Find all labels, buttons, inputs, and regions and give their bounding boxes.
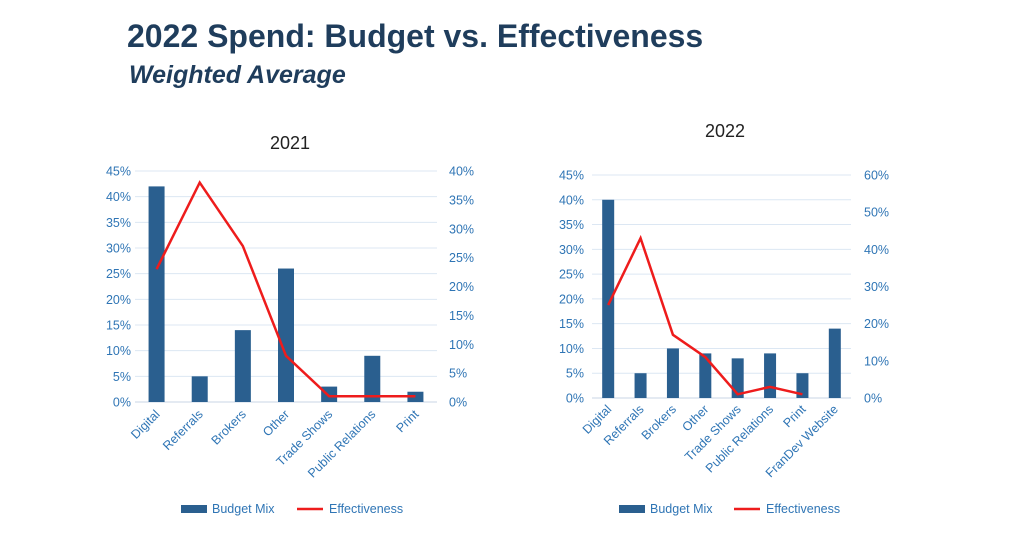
chart-2-bar-2 [634, 373, 647, 398]
chart-1-bar-2 [191, 376, 208, 402]
chart-2-bar-5 [731, 358, 744, 398]
chart-2-right-tick-label: 40% [864, 243, 889, 257]
chart-1-bar-5 [321, 386, 338, 402]
chart-1-right-tick-label: 5% [449, 367, 467, 381]
chart-1-right-tick-label: 35% [449, 193, 474, 207]
chart-1-right-tick-label: 25% [449, 251, 474, 265]
chart-1-category-label: Print [393, 407, 421, 435]
chart-1-legend-bar-swatch [181, 505, 207, 513]
chart-2-bar-3 [666, 348, 679, 398]
chart-1-category-label: Digital [128, 407, 162, 441]
chart-2-bar-8 [828, 328, 841, 398]
chart-1-right-tick-label: 0% [449, 396, 467, 410]
chart-2-left-tick-label: 20% [559, 292, 584, 306]
chart-1-left-tick-label: 30% [106, 242, 131, 256]
chart-2-right-tick-label: 50% [864, 206, 889, 220]
chart-1-bar-4 [278, 268, 294, 402]
chart-2-left-tick-label: 25% [559, 268, 584, 282]
chart-1-category-label: Brokers [209, 407, 249, 447]
chart-2-left-tick-label: 45% [559, 169, 584, 183]
chart-2-right-tick-label: 30% [864, 280, 889, 294]
chart-2-left-tick-label: 0% [566, 392, 584, 406]
chart-2-right-tick-label: 10% [864, 354, 889, 368]
chart-1-legend-label: Effectiveness [329, 502, 403, 516]
chart-1-bar-6 [364, 355, 381, 402]
chart-1-bar-1 [148, 186, 165, 402]
chart-1-title: 2021 [270, 133, 310, 153]
chart-2-left-tick-label: 35% [559, 218, 584, 232]
chart-2-bar-6 [764, 353, 777, 398]
chart-1-right-tick-label: 40% [449, 165, 474, 179]
page-subtitle: Weighted Average [129, 61, 346, 89]
chart-1-right-tick-label: 30% [449, 222, 474, 236]
chart-1-left-tick-label: 20% [106, 293, 131, 307]
chart-2-title: 2022 [705, 121, 745, 141]
chart-2-bar-4 [699, 353, 712, 398]
chart-2-right-tick-label: 0% [864, 392, 882, 406]
chart-2-category-label: Print [780, 402, 808, 430]
chart-2-category-label: Brokers [639, 402, 679, 442]
chart-1-left-tick-label: 35% [106, 216, 131, 230]
chart-1-left-tick-label: 0% [113, 396, 131, 410]
chart-1-left-tick-label: 15% [106, 319, 131, 333]
chart-2-bar-1 [602, 199, 615, 398]
chart-2-effectiveness-line [607, 234, 803, 396]
chart-1-left-tick-label: 25% [106, 267, 131, 281]
chart-1-right-tick-label: 15% [449, 309, 474, 323]
chart-2-legend-label: Budget Mix [650, 502, 713, 516]
chart-2-legend-label: Effectiveness [766, 502, 840, 516]
chart-1-left-tick-label: 40% [106, 190, 131, 204]
chart-1-left-tick-label: 45% [106, 165, 131, 179]
chart-2-left-tick-label: 5% [566, 367, 584, 381]
chart-1-right-tick-label: 10% [449, 338, 474, 352]
chart-2-right-tick-label: 20% [864, 317, 889, 331]
page-title: 2022 Spend: Budget vs. Effectiveness [127, 18, 704, 54]
chart-1-left-tick-label: 5% [113, 370, 131, 384]
chart-1-effectiveness-line [155, 180, 416, 398]
chart-1-left-tick-label: 10% [106, 344, 131, 358]
chart-2-right-tick-label: 60% [864, 169, 889, 183]
chart-2-legend-bar-swatch [619, 505, 645, 513]
chart-2-left-tick-label: 30% [559, 243, 584, 257]
chart-2-left-tick-label: 40% [559, 193, 584, 207]
chart-1-bar-3 [234, 330, 251, 402]
chart-1-category-label: Other [260, 407, 292, 439]
chart-2-bar-7 [796, 373, 809, 398]
chart-2-left-tick-label: 15% [559, 317, 584, 331]
chart-1-right-tick-label: 20% [449, 280, 474, 294]
chart-1-category-label: Referrals [160, 407, 206, 453]
chart-2-left-tick-label: 10% [559, 342, 584, 356]
chart-1-legend-label: Budget Mix [212, 502, 275, 516]
